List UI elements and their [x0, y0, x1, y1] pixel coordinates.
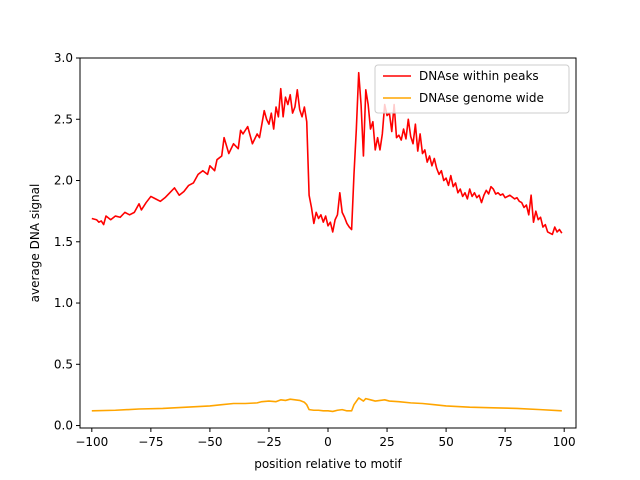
y-tick-label: 1.0 — [54, 296, 73, 310]
x-axis: −100 −75 −50 −25 0 25 50 75 100 — [75, 428, 576, 449]
x-tick-label: 0 — [324, 435, 332, 449]
y-tick-label: 3.0 — [54, 51, 73, 65]
y-axis-title: average DNA signal — [28, 184, 42, 303]
x-tick-label: 50 — [438, 435, 453, 449]
x-tick-label: −50 — [197, 435, 222, 449]
y-axis: 0.0 0.5 1.0 1.5 2.0 2.5 3.0 — [54, 51, 80, 433]
x-tick-label: −100 — [75, 435, 108, 449]
y-tick-label: 0.0 — [54, 419, 73, 433]
x-axis-title: position relative to motif — [254, 457, 402, 471]
legend-label-genome-wide: DNAse genome wide — [419, 91, 544, 105]
x-tick-label: −25 — [256, 435, 281, 449]
x-tick-label: 25 — [379, 435, 394, 449]
plot-lines — [91, 71, 563, 413]
x-tick-label: 100 — [553, 435, 576, 449]
legend-box — [374, 64, 570, 114]
y-tick-label: 1.5 — [54, 235, 73, 249]
series-line-genome-wide — [91, 397, 562, 413]
y-tick-label: 2.0 — [54, 174, 73, 188]
legend-label-within-peaks: DNAse within peaks — [419, 69, 539, 83]
legend: DNAse within peaks DNAse genome wide — [374, 64, 570, 114]
y-tick-label: 0.5 — [54, 357, 73, 371]
x-tick-label: −75 — [138, 435, 163, 449]
y-tick-label: 2.5 — [54, 112, 73, 126]
series-line-within-peaks — [91, 71, 563, 236]
x-tick-label: 75 — [498, 435, 513, 449]
